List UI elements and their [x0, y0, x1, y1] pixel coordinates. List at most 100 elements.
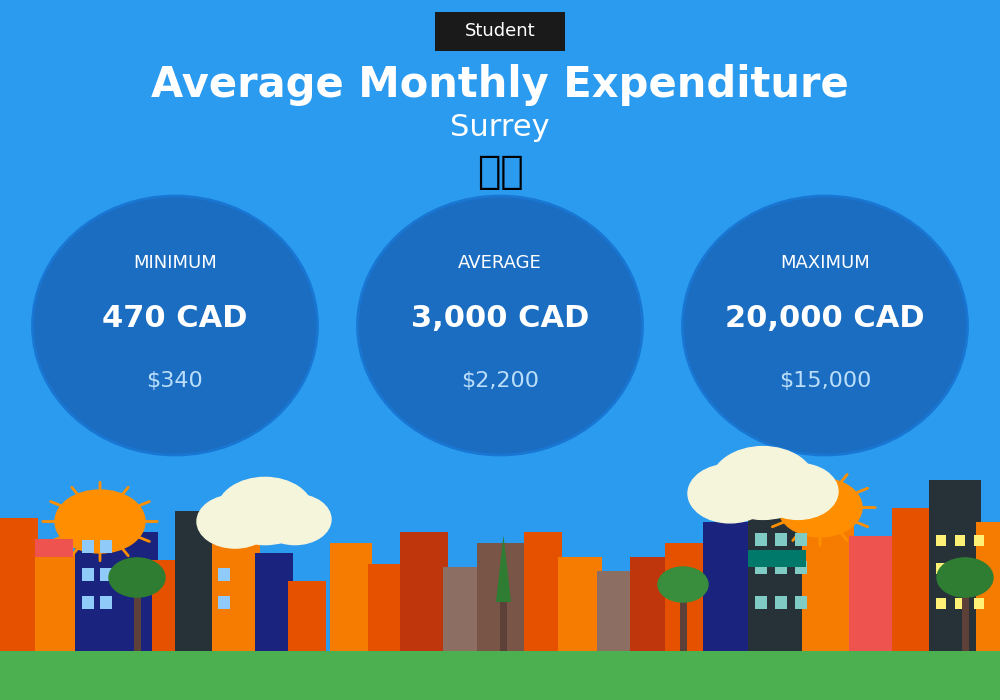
Bar: [35, 553, 83, 651]
Text: AVERAGE: AVERAGE: [458, 253, 542, 272]
FancyArrowPatch shape: [51, 501, 97, 521]
Bar: [976, 522, 1000, 651]
Circle shape: [55, 490, 145, 553]
Bar: [477, 542, 529, 651]
Bar: [400, 532, 448, 651]
Text: Student: Student: [465, 22, 535, 41]
Bar: [0, 518, 38, 651]
FancyArrowPatch shape: [72, 487, 98, 519]
Text: $340: $340: [147, 372, 203, 391]
Bar: [82, 540, 94, 553]
Bar: [955, 535, 965, 546]
FancyArrowPatch shape: [793, 510, 818, 540]
Bar: [100, 568, 112, 581]
FancyArrowPatch shape: [772, 488, 817, 507]
Text: 3,000 CAD: 3,000 CAD: [411, 304, 589, 333]
Bar: [500, 567, 507, 651]
Bar: [974, 563, 984, 574]
Bar: [703, 522, 751, 651]
Circle shape: [259, 494, 331, 545]
Bar: [255, 553, 293, 651]
Bar: [755, 561, 767, 574]
Bar: [35, 539, 73, 556]
Bar: [630, 556, 668, 651]
Circle shape: [778, 478, 862, 537]
Circle shape: [109, 558, 165, 597]
Bar: [802, 514, 854, 651]
Bar: [665, 542, 707, 651]
Bar: [775, 533, 787, 546]
Bar: [82, 596, 94, 609]
FancyArrowPatch shape: [793, 475, 818, 505]
Bar: [748, 550, 806, 567]
Bar: [795, 561, 807, 574]
Bar: [558, 556, 602, 651]
Bar: [218, 568, 230, 581]
Bar: [974, 598, 984, 609]
FancyArrowPatch shape: [822, 510, 847, 540]
Bar: [134, 595, 141, 651]
Bar: [929, 480, 981, 651]
Bar: [288, 581, 326, 651]
Circle shape: [937, 558, 993, 597]
Bar: [212, 542, 260, 651]
Bar: [849, 536, 897, 651]
Bar: [524, 532, 562, 651]
Bar: [748, 494, 806, 651]
Bar: [775, 561, 787, 574]
Text: Surrey: Surrey: [450, 113, 550, 142]
FancyArrowPatch shape: [103, 501, 149, 521]
Text: 470 CAD: 470 CAD: [102, 304, 248, 333]
Ellipse shape: [32, 196, 318, 455]
Bar: [597, 570, 635, 651]
FancyArrowPatch shape: [102, 524, 128, 556]
Bar: [218, 596, 230, 609]
Polygon shape: [496, 536, 511, 602]
Bar: [0, 651, 1000, 700]
Ellipse shape: [682, 196, 968, 455]
Bar: [936, 598, 946, 609]
Bar: [680, 598, 687, 651]
Bar: [755, 596, 767, 609]
Bar: [795, 596, 807, 609]
Bar: [936, 535, 946, 546]
Bar: [443, 567, 481, 651]
Bar: [175, 511, 217, 651]
Bar: [152, 560, 180, 651]
FancyArrowPatch shape: [823, 508, 868, 527]
FancyArrowPatch shape: [72, 524, 98, 556]
Text: 20,000 CAD: 20,000 CAD: [725, 304, 925, 333]
Text: MAXIMUM: MAXIMUM: [780, 253, 870, 272]
Bar: [795, 533, 807, 546]
Bar: [962, 592, 969, 651]
Bar: [330, 542, 372, 651]
Circle shape: [711, 447, 815, 519]
Text: 🇨🇦: 🇨🇦: [477, 153, 523, 190]
FancyArrowPatch shape: [823, 488, 868, 507]
Bar: [892, 508, 934, 651]
Bar: [775, 596, 787, 609]
Circle shape: [217, 477, 313, 545]
Text: $15,000: $15,000: [779, 372, 871, 391]
Bar: [936, 563, 946, 574]
Bar: [82, 568, 94, 581]
Bar: [120, 532, 158, 651]
Bar: [974, 535, 984, 546]
Ellipse shape: [358, 196, 642, 455]
FancyArrowPatch shape: [51, 522, 97, 542]
Text: $2,200: $2,200: [461, 372, 539, 391]
Bar: [955, 563, 965, 574]
Text: MINIMUM: MINIMUM: [133, 253, 217, 272]
Circle shape: [658, 567, 708, 602]
FancyArrowPatch shape: [102, 487, 128, 519]
Bar: [75, 504, 125, 651]
Bar: [368, 564, 406, 651]
Text: Average Monthly Expenditure: Average Monthly Expenditure: [151, 64, 849, 106]
Circle shape: [197, 495, 273, 548]
Bar: [100, 540, 112, 553]
FancyBboxPatch shape: [435, 12, 565, 51]
Circle shape: [758, 463, 838, 519]
Bar: [755, 533, 767, 546]
FancyArrowPatch shape: [772, 508, 817, 527]
FancyArrowPatch shape: [822, 475, 847, 505]
